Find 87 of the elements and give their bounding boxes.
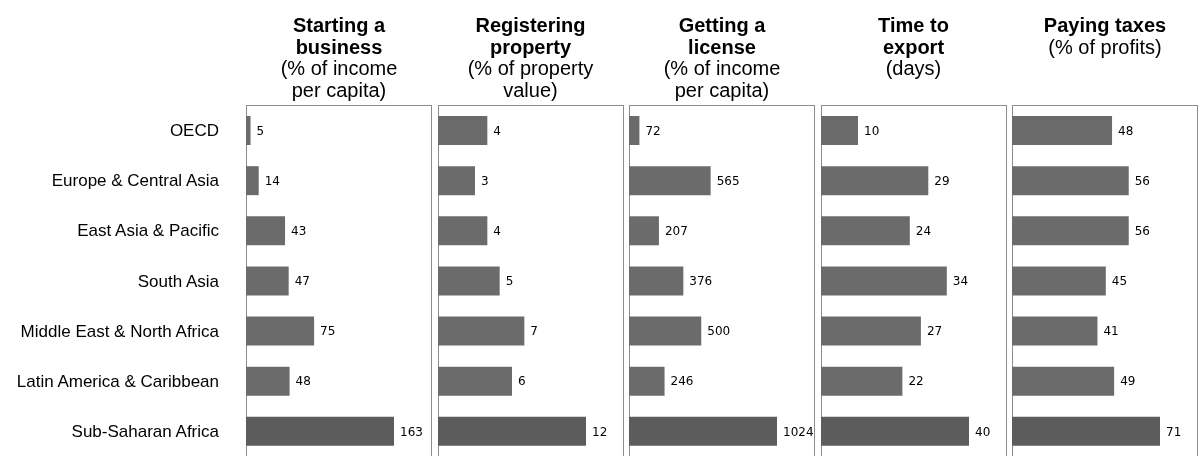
data-label: 4 xyxy=(492,123,501,138)
bar xyxy=(1012,416,1160,446)
data-label: 56 xyxy=(1134,224,1151,239)
bar xyxy=(629,316,702,346)
data-label: 71 xyxy=(1166,424,1182,439)
chart-subtitle: (% of income per capita) xyxy=(279,57,399,102)
y-tick-label: South Asia xyxy=(137,271,220,291)
bar xyxy=(629,366,665,396)
bar xyxy=(629,116,640,145)
bar xyxy=(246,216,286,246)
bar xyxy=(437,416,586,446)
data-label: 500 xyxy=(707,324,731,339)
data-label: 41 xyxy=(1103,324,1119,339)
data-label: 29 xyxy=(933,173,950,188)
chart-title: Time to export xyxy=(877,14,950,59)
data-label: 43 xyxy=(291,224,307,239)
data-label: 7 xyxy=(529,324,538,339)
data-label: 4 xyxy=(492,224,501,239)
bar xyxy=(820,316,921,346)
data-label: 6 xyxy=(517,374,526,389)
bar xyxy=(629,216,659,246)
data-label: 24 xyxy=(915,224,931,239)
bar xyxy=(437,316,524,346)
data-label: 48 xyxy=(1118,123,1134,138)
data-label: 48 xyxy=(295,374,311,389)
data-label: 45 xyxy=(1111,274,1128,289)
bar xyxy=(629,166,711,196)
data-label: 10 xyxy=(863,123,879,138)
bar xyxy=(1012,216,1129,246)
bar xyxy=(246,166,259,196)
data-label: 207 xyxy=(664,224,688,239)
bar xyxy=(437,166,475,196)
data-label: 1024 xyxy=(783,424,814,439)
y-tick-label: Sub-Saharan Africa xyxy=(71,421,220,441)
data-label: 565 xyxy=(716,173,740,188)
bar xyxy=(820,116,858,145)
data-label: 34 xyxy=(952,274,968,289)
data-label: 72 xyxy=(645,123,661,138)
bar xyxy=(437,216,487,246)
bar xyxy=(820,216,910,246)
data-label: 49 xyxy=(1120,374,1136,389)
y-tick-label: East Asia & Pacific xyxy=(77,221,220,241)
bar xyxy=(246,316,315,346)
bar xyxy=(629,266,684,296)
y-tick-label: Europe & Central Asia xyxy=(51,171,220,191)
data-label: 3 xyxy=(480,173,489,188)
data-label: 246 xyxy=(670,374,694,389)
data-label: 47 xyxy=(294,274,310,289)
data-label: 75 xyxy=(320,324,336,339)
bar xyxy=(1012,116,1113,145)
chart-title: Getting a license xyxy=(677,14,767,59)
y-tick-label: Middle East & North Africa xyxy=(20,321,220,341)
bar xyxy=(820,266,947,296)
chart-title: Starting a business xyxy=(291,14,387,59)
bar xyxy=(437,116,487,145)
chart-subtitle: (% of income per capita) xyxy=(662,57,782,102)
data-label: 12 xyxy=(591,424,607,439)
data-label: 376 xyxy=(689,274,713,289)
bar xyxy=(246,416,394,446)
bar xyxy=(820,366,902,396)
y-tick-label: OECD xyxy=(169,121,219,141)
bar xyxy=(820,416,969,446)
data-label: 5 xyxy=(256,123,265,138)
bar xyxy=(246,116,251,145)
data-label: 22 xyxy=(907,374,924,389)
bar xyxy=(437,266,500,296)
bar xyxy=(1012,366,1115,396)
chart-title: Paying taxes xyxy=(1042,14,1168,37)
chart-subtitle: (days) xyxy=(885,57,942,80)
chart-subtitle: (% of property value) xyxy=(466,57,595,102)
bar xyxy=(820,166,928,196)
data-label: 40 xyxy=(974,424,990,439)
bar xyxy=(437,366,512,396)
bar xyxy=(246,266,289,296)
data-label: 56 xyxy=(1134,173,1151,188)
y-tick-label: Latin America & Caribbean xyxy=(16,371,219,391)
data-label: 14 xyxy=(264,173,280,188)
chart-title: Registering property xyxy=(474,14,587,59)
data-label: 5 xyxy=(505,274,513,289)
data-label: 27 xyxy=(926,324,942,339)
bar xyxy=(246,366,290,396)
bar xyxy=(1012,316,1098,346)
bar xyxy=(1012,166,1129,196)
bar xyxy=(629,416,777,446)
chart-subtitle: (% of profits) xyxy=(1048,35,1163,59)
bar xyxy=(1012,266,1106,296)
data-label: 163 xyxy=(400,424,423,439)
